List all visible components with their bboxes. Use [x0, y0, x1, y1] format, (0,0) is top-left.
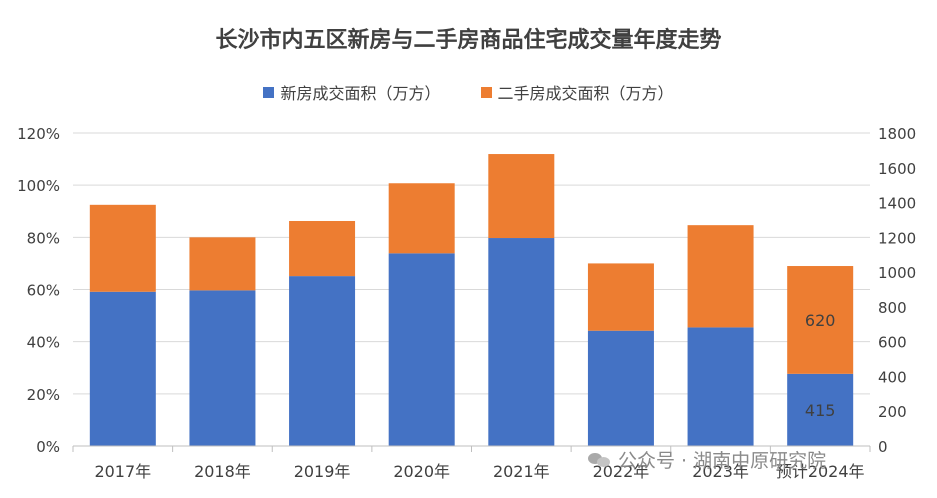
bar-resale-house	[787, 266, 854, 374]
bar-new-house	[289, 276, 356, 446]
y-right-tick-label: 1600	[878, 160, 916, 178]
legend: 新房成交面积（万方） 二手房成交面积（万方）	[0, 80, 937, 104]
y-right-tick-label: 800	[878, 299, 907, 317]
legend-swatch-resale-house	[480, 86, 492, 98]
bar-new-house	[687, 327, 754, 446]
bar-resale-house	[488, 154, 555, 239]
watermark: 公众号 · 湖南中原研究院	[588, 446, 826, 473]
bar-resale-house	[687, 225, 754, 328]
legend-swatch-new-house	[263, 86, 275, 98]
y-left-tick-label: 20%	[27, 386, 60, 404]
y-right-tick-label: 200	[878, 403, 907, 421]
bar-resale-house	[189, 237, 256, 291]
bar-new-house	[89, 291, 156, 446]
bar-new-house	[388, 253, 455, 446]
x-tick-label: 2018年	[194, 462, 251, 481]
bar-resale-house	[89, 204, 156, 292]
y-left-tick-label: 80%	[27, 229, 60, 247]
legend-label-new-house: 新房成交面积（万方）	[280, 84, 441, 103]
bar-resale-house	[388, 183, 455, 254]
x-tick-label: 2023年	[692, 462, 749, 481]
x-tick-label: 2022年	[593, 462, 650, 481]
y-right-tick-label: 400	[878, 368, 907, 386]
legend-label-resale-house: 二手房成交面积（万方）	[497, 84, 674, 103]
x-tick-label: 2021年	[493, 462, 550, 481]
y-left-tick-label: 60%	[27, 282, 60, 300]
x-tick-label: 2020年	[393, 462, 450, 481]
y-left-tick-label: 40%	[27, 334, 60, 352]
bar-new-house	[488, 238, 555, 446]
y-right-tick-label: 1200	[878, 229, 916, 247]
bar-resale-house	[587, 263, 654, 331]
bar-resale-house	[289, 220, 356, 277]
y-right-tick-label: 1800	[878, 125, 916, 143]
y-right-tick-label: 1400	[878, 195, 916, 213]
y-left-tick-label: 0%	[36, 438, 60, 456]
chart-title: 长沙市内五区新房与二手房商品住宅成交量年度走势	[215, 28, 722, 53]
y-left-tick-label: 120%	[17, 125, 60, 143]
bar-new-house	[189, 290, 256, 446]
x-tick-label: 2019年	[294, 462, 351, 481]
wechat-icon	[588, 451, 612, 469]
watermark-text: 公众号 · 湖南中原研究院	[618, 450, 827, 472]
y-left-tick-label: 100%	[17, 177, 60, 195]
y-right-tick-label: 1000	[878, 264, 916, 282]
data-label: 415	[805, 401, 836, 420]
legend-item-new-house: 新房成交面积（万方）	[263, 80, 441, 104]
legend-item-resale-house: 二手房成交面积（万方）	[480, 80, 674, 104]
y-right-tick-label: 600	[878, 334, 907, 352]
data-label: 620	[805, 311, 836, 330]
x-tick-label: 预计2024年	[776, 462, 865, 481]
x-tick-label: 2017年	[94, 462, 151, 481]
bar-new-house	[587, 330, 654, 446]
bar-new-house	[787, 373, 854, 446]
y-right-tick-label: 0	[878, 438, 888, 456]
